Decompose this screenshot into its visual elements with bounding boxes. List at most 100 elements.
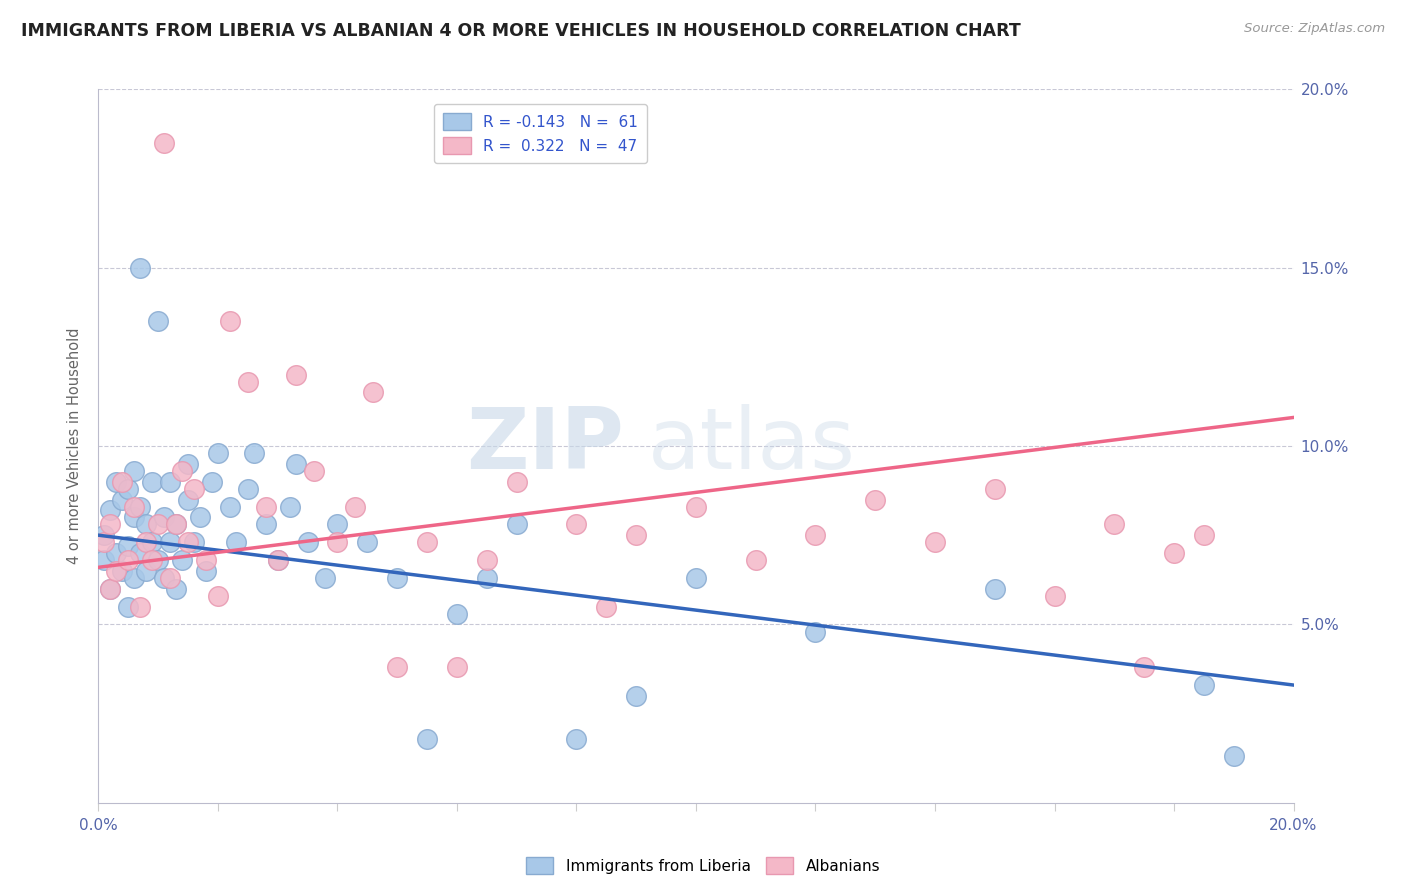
Point <box>98 582 122 596</box>
Point <box>98 503 122 517</box>
Point <box>356 535 378 549</box>
Legend: Immigrants from Liberia, Albanians: Immigrants from Liberia, Albanians <box>520 851 886 880</box>
Point <box>159 535 181 549</box>
Point <box>326 517 349 532</box>
Point <box>93 553 115 567</box>
Point <box>124 500 146 514</box>
Point <box>984 582 1007 596</box>
Point <box>236 375 259 389</box>
Point <box>98 517 122 532</box>
Point <box>1192 528 1215 542</box>
Point <box>117 482 139 496</box>
Point <box>243 446 266 460</box>
Point <box>595 599 617 614</box>
Point <box>124 464 146 478</box>
Point <box>129 500 152 514</box>
Point <box>153 136 176 150</box>
Point <box>1043 589 1066 603</box>
Point <box>475 571 498 585</box>
Point <box>326 535 349 549</box>
Point <box>565 517 588 532</box>
Point <box>254 517 277 532</box>
Point <box>385 571 409 585</box>
Text: ZIP: ZIP <box>467 404 624 488</box>
Point <box>135 564 157 578</box>
Point <box>1104 517 1126 532</box>
Point <box>207 446 229 460</box>
Point <box>385 660 409 674</box>
Point <box>111 475 134 489</box>
Point <box>475 553 498 567</box>
Point <box>129 260 152 275</box>
Point <box>141 553 163 567</box>
Point <box>93 535 115 549</box>
Point <box>446 607 468 621</box>
Point <box>416 535 439 549</box>
Point <box>129 599 152 614</box>
Point <box>297 535 319 549</box>
Point <box>865 492 887 507</box>
Point <box>153 510 176 524</box>
Point <box>804 528 827 542</box>
Point <box>148 314 170 328</box>
Point <box>195 553 218 567</box>
Point <box>207 589 229 603</box>
Point <box>1133 660 1156 674</box>
Point <box>93 528 115 542</box>
Point <box>1163 546 1185 560</box>
Point <box>195 564 218 578</box>
Point <box>344 500 367 514</box>
Point <box>267 553 290 567</box>
Point <box>315 571 337 585</box>
Point <box>201 475 224 489</box>
Point <box>236 482 259 496</box>
Point <box>105 564 128 578</box>
Legend: R = -0.143   N =  61, R =  0.322   N =  47: R = -0.143 N = 61, R = 0.322 N = 47 <box>434 104 647 163</box>
Point <box>267 553 290 567</box>
Point <box>165 517 187 532</box>
Point <box>117 599 139 614</box>
Text: IMMIGRANTS FROM LIBERIA VS ALBANIAN 4 OR MORE VEHICLES IN HOUSEHOLD CORRELATION : IMMIGRANTS FROM LIBERIA VS ALBANIAN 4 OR… <box>21 22 1021 40</box>
Point <box>153 571 176 585</box>
Point <box>506 475 529 489</box>
Point <box>172 553 194 567</box>
Point <box>284 368 307 382</box>
Point <box>219 500 242 514</box>
Point <box>1223 749 1246 764</box>
Point <box>626 689 648 703</box>
Point <box>745 553 768 567</box>
Point <box>225 535 247 549</box>
Point <box>183 482 205 496</box>
Point <box>363 385 385 400</box>
Point <box>254 500 277 514</box>
Point <box>177 492 200 507</box>
Point <box>284 457 307 471</box>
Point <box>685 500 707 514</box>
Point <box>141 475 163 489</box>
Point <box>188 510 211 524</box>
Point <box>685 571 707 585</box>
Point <box>278 500 301 514</box>
Point <box>105 546 128 560</box>
Point <box>129 546 152 560</box>
Point <box>141 535 163 549</box>
Point <box>159 475 181 489</box>
Point <box>172 464 194 478</box>
Point <box>135 517 157 532</box>
Point <box>416 731 439 746</box>
Text: Source: ZipAtlas.com: Source: ZipAtlas.com <box>1244 22 1385 36</box>
Y-axis label: 4 or more Vehicles in Household: 4 or more Vehicles in Household <box>67 327 83 565</box>
Point <box>165 582 187 596</box>
Point <box>565 731 588 746</box>
Text: atlas: atlas <box>648 404 856 488</box>
Point <box>148 553 170 567</box>
Point <box>626 528 648 542</box>
Point <box>124 510 146 524</box>
Point <box>804 624 827 639</box>
Point <box>117 539 139 553</box>
Point <box>135 535 157 549</box>
Point <box>111 564 134 578</box>
Point <box>177 457 200 471</box>
Point <box>219 314 242 328</box>
Point <box>165 517 187 532</box>
